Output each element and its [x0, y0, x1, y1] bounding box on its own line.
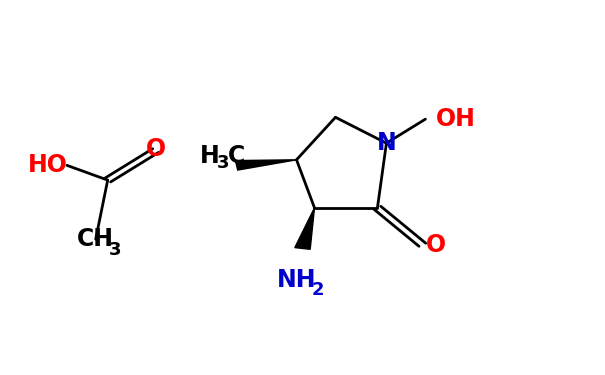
Text: NH: NH [276, 268, 316, 292]
Polygon shape [295, 208, 315, 249]
Text: 3: 3 [217, 154, 230, 172]
Text: N: N [376, 131, 396, 155]
Text: CH: CH [77, 227, 114, 251]
Polygon shape [235, 160, 296, 170]
Text: O: O [146, 137, 166, 161]
Text: H: H [200, 144, 220, 168]
Text: 2: 2 [311, 281, 324, 299]
Text: O: O [425, 233, 446, 257]
Text: C: C [228, 144, 245, 168]
Text: HO: HO [28, 153, 68, 177]
Text: OH: OH [436, 107, 476, 131]
Text: 3: 3 [109, 241, 121, 259]
